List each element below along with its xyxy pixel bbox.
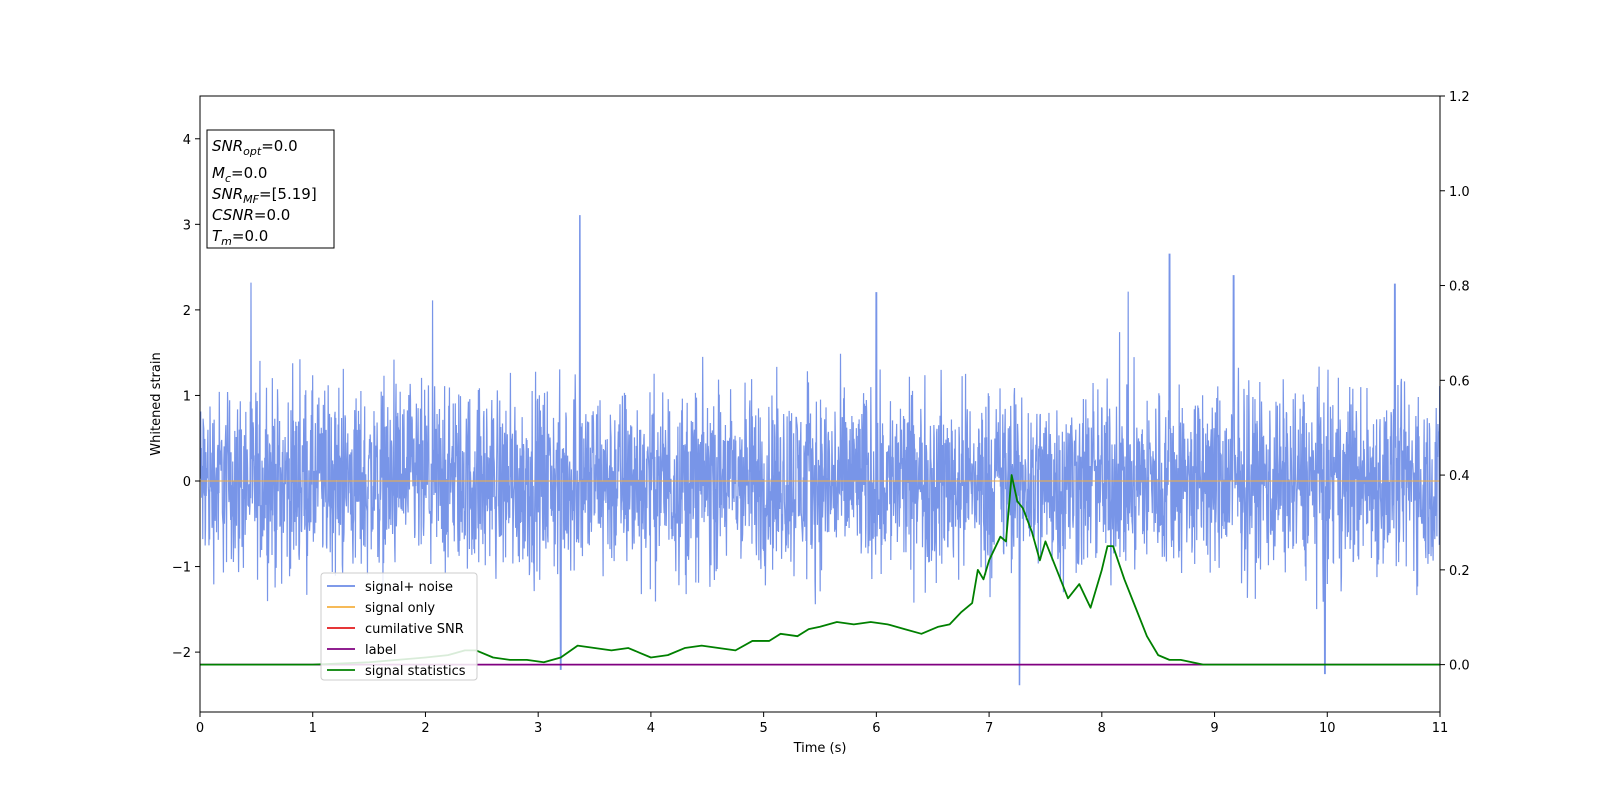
y-tick-label: 2 — [183, 304, 191, 319]
legend-label: signal statistics — [365, 664, 466, 679]
legend-label: signal+ noise — [365, 580, 453, 595]
y-tick-label: −2 — [172, 646, 191, 661]
legend-label: signal only — [365, 601, 435, 616]
x-axis-label: Time (s) — [793, 741, 847, 756]
x-tick-label: 1 — [309, 721, 317, 736]
x-tick-label: 7 — [985, 721, 993, 736]
x-tick-label: 11 — [1432, 721, 1449, 736]
y-tick-label: 0 — [183, 475, 191, 490]
y-tick-label: −1 — [172, 561, 191, 576]
series-signal-statistics — [200, 474, 1440, 666]
y2-tick-label: 0.0 — [1449, 659, 1470, 674]
axis-ticks: 0 1 2 3 4 5 6 7 8 9 10 11 −2 −1 0 1 2 3 4 0.0 0.2 0.4 0.6 0.8 1.… — [172, 90, 1470, 736]
legend-label: cumilative SNR — [365, 622, 464, 637]
annotation-line: SNRopt=0.0 — [212, 137, 298, 158]
x-tick-label: 0 — [196, 721, 204, 736]
x-tick-label: 10 — [1319, 721, 1336, 736]
y-axis-label: Whitened strain — [149, 352, 164, 455]
annotation-line: Mc=0.0 — [212, 164, 267, 185]
y-tick-label: 1 — [183, 389, 191, 404]
y2-tick-label: 0.4 — [1449, 469, 1470, 484]
legend: signal+ noise signal only cumilative SNR la… — [320, 572, 478, 681]
annotation-line: CSNR=0.0 — [212, 206, 290, 224]
y2-tick-label: 0.8 — [1449, 280, 1470, 295]
x-tick-label: 5 — [759, 721, 767, 736]
legend-label: label — [365, 643, 396, 658]
y-tick-label: 3 — [183, 218, 191, 233]
x-tick-label: 4 — [647, 721, 655, 736]
y2-tick-label: 0.6 — [1449, 374, 1470, 389]
x-tick-label: 9 — [1210, 721, 1218, 736]
x-tick-label: 2 — [421, 721, 429, 736]
x-tick-label: 6 — [872, 721, 880, 736]
axes-frame — [199, 95, 1441, 713]
y2-tick-label: 0.2 — [1449, 564, 1470, 579]
x-tick-label: 3 — [534, 721, 542, 736]
annotation-line: Tm=0.0 — [212, 227, 268, 248]
series-signal-noise — [200, 215, 1440, 686]
x-tick-label: 8 — [1098, 721, 1106, 736]
y-tick-label: 4 — [183, 133, 191, 148]
y2-tick-label: 1.2 — [1449, 90, 1470, 105]
y2-tick-label: 1.0 — [1449, 185, 1470, 200]
annotation-line: SNRMF=[5.19] — [212, 185, 317, 206]
